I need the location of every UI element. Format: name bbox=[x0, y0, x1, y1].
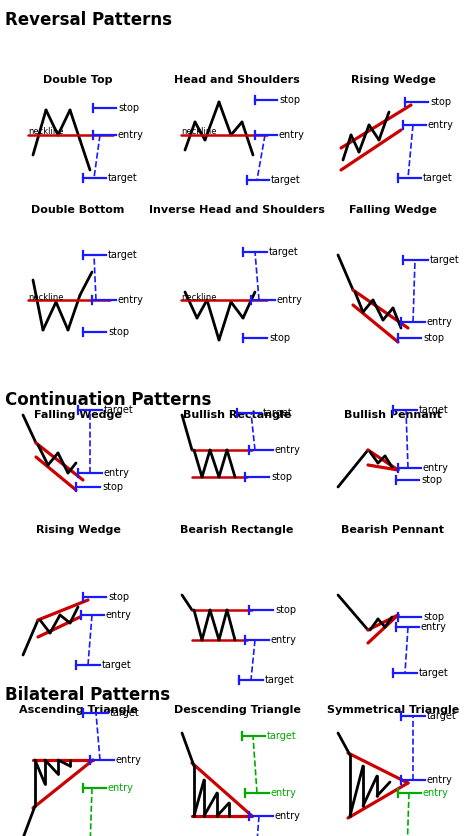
Text: stop: stop bbox=[108, 327, 129, 337]
Text: target: target bbox=[419, 668, 449, 678]
Text: Bullish Pennant: Bullish Pennant bbox=[344, 410, 442, 420]
Text: entry: entry bbox=[106, 610, 132, 620]
Text: Head and Shoulders: Head and Shoulders bbox=[174, 75, 300, 85]
Text: target: target bbox=[271, 175, 301, 185]
Text: stop: stop bbox=[430, 97, 451, 107]
Text: target: target bbox=[427, 711, 457, 721]
Text: stop: stop bbox=[118, 103, 139, 113]
Text: target: target bbox=[423, 173, 453, 183]
Text: Ascending Triangle: Ascending Triangle bbox=[18, 705, 137, 715]
Text: stop: stop bbox=[423, 333, 444, 343]
Text: entry: entry bbox=[421, 622, 447, 632]
Text: target: target bbox=[263, 408, 293, 418]
Text: stop: stop bbox=[423, 612, 444, 622]
Text: target: target bbox=[265, 675, 295, 685]
Text: Bearish Rectangle: Bearish Rectangle bbox=[180, 525, 294, 535]
Text: target: target bbox=[267, 731, 297, 741]
Text: Symmetrical Triangle: Symmetrical Triangle bbox=[327, 705, 459, 715]
Text: target: target bbox=[110, 708, 140, 718]
Text: Falling Wedge: Falling Wedge bbox=[349, 205, 437, 215]
Text: stop: stop bbox=[275, 605, 296, 615]
Text: target: target bbox=[102, 660, 132, 670]
Text: Bullish Rectangle: Bullish Rectangle bbox=[183, 410, 291, 420]
Text: Double Bottom: Double Bottom bbox=[31, 205, 125, 215]
Text: stop: stop bbox=[108, 592, 129, 602]
Text: entry: entry bbox=[275, 445, 301, 455]
Text: Descending Triangle: Descending Triangle bbox=[173, 705, 301, 715]
Text: entry: entry bbox=[423, 788, 449, 798]
Text: stop: stop bbox=[271, 472, 292, 482]
Text: neckline: neckline bbox=[28, 293, 64, 302]
Text: entry: entry bbox=[104, 468, 130, 478]
Text: entry: entry bbox=[271, 635, 297, 645]
Text: Continuation Patterns: Continuation Patterns bbox=[5, 391, 211, 409]
Text: Rising Wedge: Rising Wedge bbox=[351, 75, 436, 85]
Text: entry: entry bbox=[279, 130, 305, 140]
Text: target: target bbox=[104, 405, 134, 415]
Text: neckline: neckline bbox=[181, 128, 217, 136]
Text: entry: entry bbox=[118, 130, 144, 140]
Text: entry: entry bbox=[428, 120, 454, 130]
Text: entry: entry bbox=[118, 295, 144, 305]
Text: entry: entry bbox=[277, 295, 303, 305]
Text: stop: stop bbox=[279, 95, 300, 105]
Text: target: target bbox=[269, 247, 299, 257]
Text: entry: entry bbox=[275, 811, 301, 821]
Text: entry: entry bbox=[116, 755, 142, 765]
Text: Double Top: Double Top bbox=[43, 75, 113, 85]
Text: entry: entry bbox=[427, 317, 453, 327]
Text: Inverse Head and Shoulders: Inverse Head and Shoulders bbox=[149, 205, 325, 215]
Text: Bearish Pennant: Bearish Pennant bbox=[341, 525, 445, 535]
Text: Reversal Patterns: Reversal Patterns bbox=[5, 11, 172, 29]
Text: stop: stop bbox=[421, 475, 442, 485]
Text: target: target bbox=[419, 405, 449, 415]
Text: entry: entry bbox=[108, 783, 134, 793]
Text: target: target bbox=[430, 255, 460, 265]
Text: neckline: neckline bbox=[28, 128, 64, 136]
Text: Rising Wedge: Rising Wedge bbox=[36, 525, 120, 535]
Text: stop: stop bbox=[269, 333, 290, 343]
Text: target: target bbox=[108, 173, 138, 183]
Text: Falling Wedge: Falling Wedge bbox=[34, 410, 122, 420]
Text: entry: entry bbox=[427, 775, 453, 785]
Text: target: target bbox=[108, 250, 138, 260]
Text: stop: stop bbox=[102, 482, 123, 492]
Text: entry: entry bbox=[423, 463, 449, 473]
Text: entry: entry bbox=[271, 788, 297, 798]
Text: neckline: neckline bbox=[181, 293, 217, 302]
Text: Bilateral Patterns: Bilateral Patterns bbox=[5, 686, 170, 704]
